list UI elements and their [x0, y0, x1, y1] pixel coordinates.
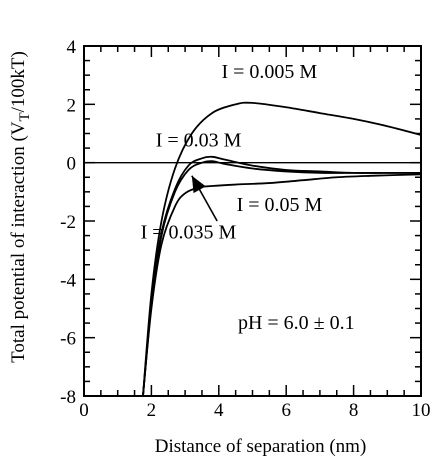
plot-frame [83, 45, 422, 397]
x-tick-label: 10 [412, 400, 431, 421]
annotation-label-1: I = 0.03 M [156, 130, 242, 152]
x-tick-label: 2 [147, 400, 157, 421]
x-tick-label: 4 [214, 400, 224, 421]
y-tick-label: 0 [67, 154, 77, 175]
y-tick-label: 2 [67, 95, 77, 116]
series-layer [142, 101, 422, 397]
y-tick-label: 4 [67, 37, 77, 58]
y-tick-label: -4 [60, 270, 76, 291]
y-axis-title-subscript: T [17, 112, 33, 121]
axes-layer: 0 2 4 6 8 10 4 2 0 -2 -4 -6 -8 [60, 37, 430, 421]
series-line-3 [142, 173, 422, 397]
y-axis-title: Total potential of interaction (VT/100kT… [8, 51, 33, 363]
annotation-layer: I = 0.005 M I = 0.03 M I = 0.05 MI = 0.035… [141, 61, 355, 334]
x-tick-label: 6 [281, 400, 291, 421]
y-tick-label: -6 [60, 329, 76, 350]
annotation-label-3: I = 0.035 M [141, 222, 237, 244]
series-line-2 [142, 160, 422, 397]
x-tick-label: 0 [79, 400, 89, 421]
y-axis-title-main: Total potential of interaction (V [8, 121, 29, 363]
annotation-label-0: I = 0.005 M [221, 61, 317, 83]
series-line-0 [142, 101, 422, 397]
y-axis-title-tail: /100kT) [8, 51, 29, 112]
annotation-label-4: pH = 6.0 ± 0.1 [238, 312, 355, 334]
y-tick-label: -8 [60, 387, 76, 408]
pointer-arrow-head [191, 175, 206, 194]
x-axis-title: Distance of separation (nm) [155, 436, 367, 457]
annotation-label-2: I = 0.05 M [237, 194, 323, 216]
x-tick-label: 8 [349, 400, 359, 421]
y-tick-label: -2 [60, 212, 76, 233]
